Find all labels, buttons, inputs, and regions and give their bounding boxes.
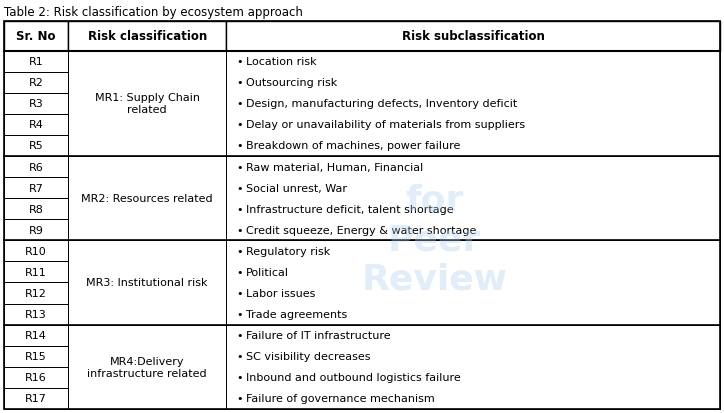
Text: •: •	[236, 309, 243, 319]
Text: Breakdown of machines, power failure: Breakdown of machines, power failure	[246, 141, 460, 151]
Bar	[226, 325, 720, 409]
Bar	[226, 51, 720, 157]
Bar	[4, 178, 69, 199]
Text: R9: R9	[29, 225, 43, 235]
Text: R11: R11	[25, 267, 47, 277]
Text: R7: R7	[29, 183, 43, 193]
Text: Design, manufacturing defects, Inventory deficit: Design, manufacturing defects, Inventory…	[246, 99, 517, 109]
Text: MR3: Institutional risk: MR3: Institutional risk	[86, 278, 208, 288]
Text: •: •	[236, 330, 243, 340]
Text: R3: R3	[29, 99, 43, 109]
Bar	[4, 304, 69, 325]
Text: Raw material, Human, Financial: Raw material, Human, Financial	[246, 162, 424, 172]
Text: Sr. No: Sr. No	[17, 30, 56, 43]
Bar	[4, 283, 69, 304]
Text: Risk classification: Risk classification	[88, 30, 207, 43]
Text: R12: R12	[25, 288, 47, 298]
Bar	[4, 199, 69, 220]
Bar	[4, 241, 69, 262]
Text: •: •	[236, 394, 243, 404]
Bar	[4, 114, 69, 135]
Text: Failure of IT infrastructure: Failure of IT infrastructure	[246, 330, 390, 340]
Bar	[69, 241, 226, 325]
Text: MR2: Resources related: MR2: Resources related	[81, 194, 213, 204]
Text: R4: R4	[29, 120, 43, 130]
Text: Labor issues: Labor issues	[246, 288, 316, 298]
Text: R1: R1	[29, 57, 43, 67]
Bar	[226, 241, 720, 325]
Text: •: •	[236, 78, 243, 88]
Text: R14: R14	[25, 330, 47, 340]
Text: •: •	[236, 162, 243, 172]
Text: Credit squeeze, Energy & water shortage: Credit squeeze, Energy & water shortage	[246, 225, 476, 235]
Text: Table 2: Risk classification by ecosystem approach: Table 2: Risk classification by ecosyste…	[4, 6, 303, 19]
Bar	[4, 388, 69, 409]
Text: Outsourcing risk: Outsourcing risk	[246, 78, 337, 88]
Text: R13: R13	[25, 309, 47, 319]
Text: Infrastructure deficit, talent shortage: Infrastructure deficit, talent shortage	[246, 204, 453, 214]
Text: Social unrest, War: Social unrest, War	[246, 183, 347, 193]
Text: Delay or unavailability of materials from suppliers: Delay or unavailability of materials fro…	[246, 120, 525, 130]
Bar	[4, 135, 69, 157]
Text: Regulatory risk: Regulatory risk	[246, 246, 330, 256]
Bar	[69, 157, 226, 241]
Text: MR4:Delivery
infrastructure related: MR4:Delivery infrastructure related	[88, 356, 207, 378]
Text: •: •	[236, 99, 243, 109]
Bar	[69, 325, 226, 409]
Text: R15: R15	[25, 351, 47, 361]
Text: •: •	[236, 267, 243, 277]
Text: R16: R16	[25, 373, 47, 382]
Bar	[4, 72, 69, 93]
Bar	[226, 22, 720, 51]
Bar	[4, 262, 69, 283]
Bar	[4, 325, 69, 346]
Bar	[4, 22, 69, 51]
Text: Political: Political	[246, 267, 289, 277]
Text: •: •	[236, 351, 243, 361]
Text: for
Peer
Review: for Peer Review	[361, 183, 508, 296]
Text: Risk subclassification: Risk subclassification	[402, 30, 544, 43]
Text: Inbound and outbound logistics failure: Inbound and outbound logistics failure	[246, 373, 460, 382]
Text: •: •	[236, 120, 243, 130]
Text: •: •	[236, 373, 243, 382]
Text: R6: R6	[29, 162, 43, 172]
Text: Failure of governance mechanism: Failure of governance mechanism	[246, 394, 434, 404]
Text: •: •	[236, 246, 243, 256]
Bar	[69, 22, 226, 51]
Text: R8: R8	[29, 204, 43, 214]
Text: Location risk: Location risk	[246, 57, 316, 67]
Text: •: •	[236, 225, 243, 235]
Text: •: •	[236, 57, 243, 67]
Text: R5: R5	[29, 141, 43, 151]
Text: •: •	[236, 141, 243, 151]
Bar	[226, 157, 720, 241]
Bar	[69, 51, 226, 157]
Text: •: •	[236, 288, 243, 298]
Text: Trade agreements: Trade agreements	[246, 309, 348, 319]
Bar	[4, 51, 69, 72]
Text: R10: R10	[25, 246, 47, 256]
Bar	[4, 157, 69, 178]
Bar	[4, 220, 69, 241]
Text: R17: R17	[25, 394, 47, 404]
Text: MR1: Supply Chain
related: MR1: Supply Chain related	[95, 93, 200, 115]
Bar	[4, 367, 69, 388]
Bar	[4, 346, 69, 367]
Text: •: •	[236, 183, 243, 193]
Text: •: •	[236, 204, 243, 214]
Bar	[4, 93, 69, 114]
Text: R2: R2	[29, 78, 43, 88]
Text: SC visibility decreases: SC visibility decreases	[246, 351, 371, 361]
